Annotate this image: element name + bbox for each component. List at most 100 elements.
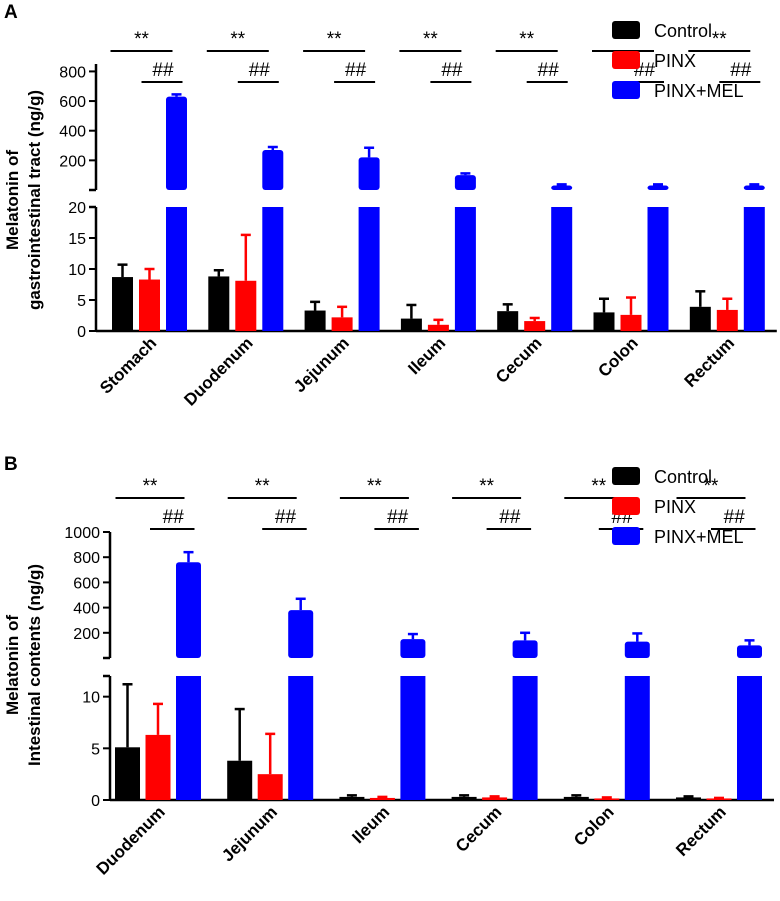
y-axis-title: Intestinal contents (ng/g) <box>25 564 44 766</box>
significance-label: ** <box>143 476 158 497</box>
x-tick-label: Cecum <box>492 333 546 387</box>
legend-label: PINX+MEL <box>654 527 744 547</box>
legend-b: Control PINX PINX+MEL <box>612 467 744 547</box>
y-tick-label: 0 <box>77 324 86 341</box>
significance-label: ** <box>327 29 342 50</box>
bar-pinx-mel-jejunum-upper <box>288 610 314 658</box>
bar-control-rectum <box>676 797 701 800</box>
significance-label: ## <box>345 60 367 81</box>
x-tick-label: Colon <box>594 333 641 380</box>
significance-label: ## <box>730 60 752 81</box>
bar-pinx-duodenum <box>145 734 171 800</box>
y-axis-b: 0 5 10 200 400 600 800 1000 <box>64 525 774 810</box>
legend-swatch <box>612 467 640 485</box>
bar-pinx-mel-jejunum-lower <box>358 207 380 331</box>
y-tick-label: 200 <box>73 626 100 643</box>
x-tick-label: Rectum <box>672 802 730 860</box>
y-tick-label: 15 <box>68 231 86 248</box>
y-axis-title: gastrointestinal tract (ng/g) <box>25 90 44 310</box>
significance-label: ** <box>255 476 270 497</box>
x-tick-label: Ileum <box>348 802 393 847</box>
significance-label: ** <box>479 476 494 497</box>
bar-pinx-mel-cecum-lower <box>512 676 538 800</box>
bar-pinx-mel-jejunum-lower <box>288 676 314 800</box>
y-tick-label: 400 <box>73 601 100 618</box>
legend-label: PINX <box>654 51 696 71</box>
bar-pinx-jejunum <box>331 317 353 331</box>
x-tick-label: Colon <box>570 802 617 849</box>
bar-pinx-mel-rectum-lower <box>743 207 765 331</box>
significance-label: ## <box>249 60 271 81</box>
significance-label: ** <box>519 29 534 50</box>
panel-a: A 0 5 10 15 20 200 400 600 800 Melatonin of gastro… <box>3 2 777 410</box>
bar-pinx-cecum <box>482 797 508 800</box>
panel-letter-b: B <box>4 454 18 475</box>
bar-pinx-rectum <box>706 798 732 800</box>
x-tick-label: Ileum <box>404 333 449 378</box>
bar-control-ileum <box>339 796 365 800</box>
bar-control-duodenum <box>208 276 230 331</box>
bar-pinx-stomach <box>139 279 160 331</box>
bar-pinx-mel-duodenum-lower <box>262 207 284 331</box>
significance-label: ** <box>230 29 245 50</box>
significance-label: ** <box>423 29 438 50</box>
y-tick-label: 20 <box>68 200 86 217</box>
y-tick-label: 200 <box>59 153 86 170</box>
bar-control-cecum <box>451 796 477 800</box>
bar-control-colon <box>593 312 615 331</box>
bar-pinx-mel-rectum-upper <box>743 185 765 190</box>
bar-pinx-colon <box>594 798 620 800</box>
legend-label: Control <box>654 21 712 41</box>
legend-swatch <box>612 51 640 69</box>
bar-control-jejunum <box>227 760 253 800</box>
y-tick-label: 800 <box>73 550 100 567</box>
legend-label: PINX <box>654 497 696 517</box>
bar-pinx-mel-duodenum-upper <box>262 149 284 190</box>
x-tick-label: Cecum <box>452 802 506 856</box>
bar-pinx-rectum <box>716 309 738 331</box>
y-tick-label: 5 <box>91 741 100 758</box>
bar-pinx-duodenum <box>235 280 257 331</box>
y-tick-label: 400 <box>59 124 86 141</box>
bar-pinx-mel-cecum-upper <box>512 640 538 658</box>
y-tick-label: 600 <box>59 94 86 111</box>
significance-label: ## <box>152 60 174 81</box>
legend-swatch <box>612 527 640 545</box>
bar-pinx-mel-cecum-upper <box>551 185 573 190</box>
significance-label: ## <box>538 60 560 81</box>
y-tick-label: 800 <box>59 64 86 81</box>
x-tick-label: Stomach <box>96 333 160 397</box>
legend-label: PINX+MEL <box>654 81 744 101</box>
bar-pinx-ileum <box>427 324 449 331</box>
significance-label: ## <box>387 507 409 528</box>
bar-pinx-mel-colon-lower <box>624 676 650 800</box>
x-tick-label: Duodenum <box>180 333 256 409</box>
significance-label: ## <box>163 507 185 528</box>
bar-control-stomach <box>112 277 133 331</box>
bar-control-cecum <box>497 311 519 331</box>
legend-a: Control PINX PINX+MEL <box>612 21 744 101</box>
y-tick-label: 5 <box>77 293 86 310</box>
x-tick-label: Jejunum <box>290 333 353 396</box>
bar-pinx-mel-colon-upper <box>624 641 650 658</box>
y-tick-label: 1000 <box>64 525 100 542</box>
y-tick-label: 0 <box>91 793 100 810</box>
bar-pinx-cecum <box>524 321 546 331</box>
bar-control-duodenum <box>115 747 140 800</box>
bar-pinx-mel-ileum-lower <box>454 207 476 331</box>
significance-label: ** <box>712 29 727 50</box>
bar-pinx-mel-colon-lower <box>647 207 669 331</box>
bar-control-jejunum <box>304 310 326 331</box>
bar-pinx-ileum <box>369 797 395 800</box>
bar-pinx-mel-ileum-lower <box>400 676 426 800</box>
panel-b: B 0 5 10 200 400 600 800 1000 Melatonin of Intest… <box>3 454 774 879</box>
legend-label: Control <box>654 467 712 487</box>
bar-control-rectum <box>689 306 711 331</box>
bar-pinx-mel-stomach-lower <box>166 207 187 331</box>
significance-label: ## <box>441 60 463 81</box>
bar-pinx-mel-stomach-upper <box>166 96 187 190</box>
bar-pinx-mel-rectum-upper <box>737 645 762 658</box>
bar-pinx-mel-cecum-lower <box>551 207 573 331</box>
y-tick-label: 600 <box>73 575 100 592</box>
legend-swatch <box>612 21 640 39</box>
